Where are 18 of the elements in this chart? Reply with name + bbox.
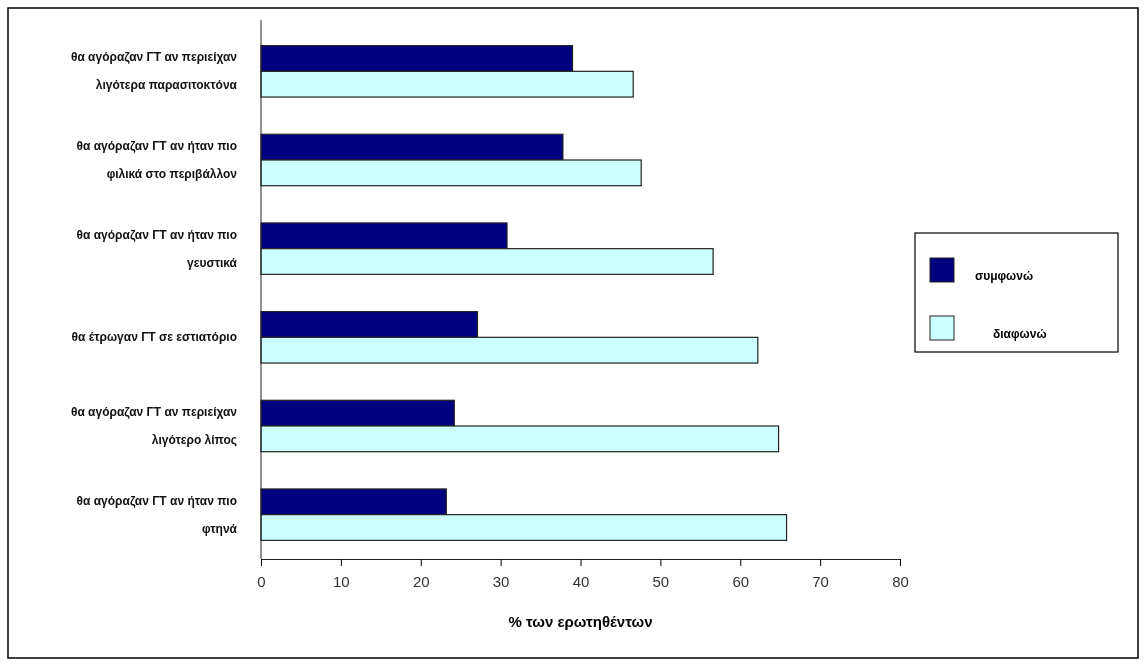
legend-label: συμφωνώ	[975, 269, 1034, 283]
y-tick-label: θα έτρωγαν ΓΤ σε εστιατόριο	[71, 330, 237, 345]
y-tick-label: θα αγόραζαν ΓΤ αν ήταν πιο φιλικά στο περιβάλλον	[76, 139, 238, 181]
x-tick-label: 80	[892, 572, 909, 590]
text: διαφωνώ	[993, 327, 1047, 341]
y-tick-label: θα αγόραζαν ΓΤ αν ήταν πιο γευστικά	[76, 227, 238, 270]
x-tick-label: 70	[812, 572, 829, 590]
x-axis-title: % των ερωτηθέντων	[508, 613, 653, 630]
x-tick-label: 0	[257, 572, 266, 590]
x-tick-label: 10	[333, 572, 350, 590]
x-tick-label: 20	[412, 572, 430, 590]
y-tick-label: θα αγόραζαν ΓΤ αν περιείχαν λιγότερα παρασιτοκτόνα	[70, 50, 238, 93]
x-tick-label: 30	[492, 572, 510, 590]
y-tick-label: θα αγόραζαν ΓΤ αν ήταν πιο φτηνά	[76, 493, 238, 536]
x-tick-label: 40	[572, 572, 590, 590]
x-tick-label: 60	[732, 572, 750, 590]
y-tick-label: θα αγόραζαν ΓΤ αν περιείχαν λιγότερο λίπος	[70, 405, 238, 447]
x-tick-label: 50	[652, 572, 670, 590]
